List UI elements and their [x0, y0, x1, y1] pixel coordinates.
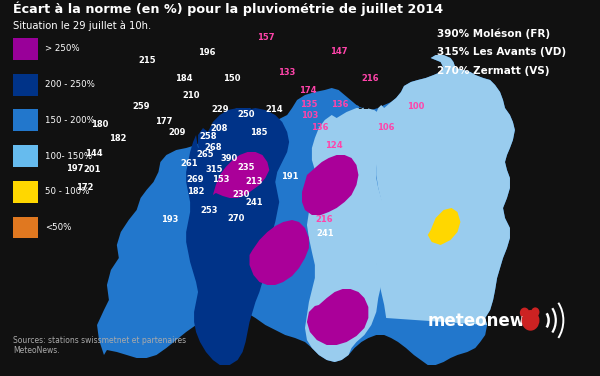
- Text: 201: 201: [83, 165, 101, 174]
- Text: 241: 241: [245, 198, 263, 207]
- Text: 241: 241: [317, 229, 334, 238]
- Text: 150 - 200%: 150 - 200%: [45, 116, 95, 125]
- Polygon shape: [428, 208, 460, 245]
- Text: 100- 150%: 100- 150%: [45, 152, 92, 161]
- Text: 182: 182: [187, 187, 205, 196]
- Text: 265: 265: [196, 150, 214, 159]
- Polygon shape: [374, 55, 515, 325]
- Text: 269: 269: [186, 175, 203, 184]
- Text: 174: 174: [299, 86, 316, 95]
- Text: 91: 91: [358, 102, 370, 111]
- Text: 124: 124: [325, 141, 343, 150]
- Text: 209: 209: [169, 128, 186, 137]
- Text: 259: 259: [133, 102, 150, 111]
- Text: 270: 270: [228, 214, 245, 223]
- Text: 185: 185: [250, 128, 267, 137]
- Text: 208: 208: [210, 124, 227, 133]
- Text: 214: 214: [266, 105, 283, 114]
- Text: 315: 315: [205, 165, 223, 174]
- Text: 253: 253: [200, 206, 218, 215]
- Text: 216: 216: [361, 74, 379, 83]
- Text: 258: 258: [199, 132, 217, 141]
- Text: 229: 229: [211, 105, 229, 114]
- Text: 215: 215: [139, 56, 156, 65]
- Polygon shape: [97, 55, 515, 365]
- Text: 261: 261: [180, 159, 198, 168]
- FancyBboxPatch shape: [13, 38, 38, 60]
- Text: 197: 197: [65, 164, 83, 173]
- Text: 157: 157: [257, 33, 275, 42]
- Text: 235: 235: [238, 163, 256, 172]
- Text: 100: 100: [407, 102, 425, 111]
- Text: 270% Zermatt (VS): 270% Zermatt (VS): [437, 66, 549, 76]
- Text: <50%: <50%: [45, 223, 71, 232]
- Text: meteonews: meteonews: [428, 312, 536, 331]
- Polygon shape: [307, 289, 368, 345]
- FancyBboxPatch shape: [13, 145, 38, 167]
- Polygon shape: [305, 108, 386, 362]
- Text: 210: 210: [182, 91, 200, 100]
- Polygon shape: [250, 220, 309, 285]
- FancyBboxPatch shape: [13, 109, 38, 131]
- Text: 390% Moléson (FR): 390% Moléson (FR): [437, 28, 550, 39]
- FancyBboxPatch shape: [13, 181, 38, 203]
- FancyBboxPatch shape: [13, 217, 38, 238]
- Text: 315% Les Avants (VD): 315% Les Avants (VD): [437, 47, 566, 57]
- Text: 136: 136: [331, 100, 349, 109]
- Polygon shape: [198, 108, 282, 172]
- Text: 182: 182: [109, 134, 127, 143]
- Text: 147: 147: [330, 47, 347, 56]
- Text: 177: 177: [155, 117, 172, 126]
- Text: 193: 193: [161, 215, 178, 224]
- Text: 184: 184: [175, 74, 193, 83]
- Polygon shape: [186, 108, 289, 365]
- Text: 135: 135: [300, 100, 317, 109]
- Text: 200 - 250%: 200 - 250%: [45, 80, 95, 89]
- Text: 268: 268: [204, 143, 221, 152]
- Text: 216: 216: [315, 215, 332, 224]
- Text: 250: 250: [238, 110, 256, 119]
- Ellipse shape: [521, 310, 539, 331]
- Text: 150: 150: [223, 74, 241, 83]
- Text: 390: 390: [220, 154, 238, 163]
- Ellipse shape: [520, 308, 529, 318]
- Text: 153: 153: [212, 175, 230, 184]
- Polygon shape: [213, 152, 269, 198]
- Text: 172: 172: [76, 183, 93, 192]
- Text: 133: 133: [278, 68, 295, 77]
- Text: 144: 144: [85, 149, 103, 158]
- Text: 103: 103: [301, 111, 319, 120]
- Text: 106: 106: [377, 123, 395, 132]
- Polygon shape: [302, 155, 358, 215]
- Text: 50 - 100%: 50 - 100%: [45, 187, 89, 196]
- Text: 213: 213: [245, 177, 263, 186]
- Text: Écart à la norme (en %) pour la pluviométrie de juillet 2014: Écart à la norme (en %) pour la pluviomé…: [13, 2, 443, 17]
- Text: 180: 180: [91, 120, 109, 129]
- Ellipse shape: [531, 308, 539, 317]
- FancyBboxPatch shape: [13, 74, 38, 96]
- Text: 196: 196: [198, 48, 215, 57]
- Text: Sources: stations swissmetnet et partenaires
MeteoNews.: Sources: stations swissmetnet et partena…: [13, 336, 186, 355]
- Text: > 250%: > 250%: [45, 44, 80, 53]
- Text: 230: 230: [232, 190, 249, 199]
- Text: 191: 191: [281, 172, 299, 181]
- Text: Situation le 29 juillet à 10h.: Situation le 29 juillet à 10h.: [13, 21, 151, 31]
- Text: 136: 136: [311, 123, 328, 132]
